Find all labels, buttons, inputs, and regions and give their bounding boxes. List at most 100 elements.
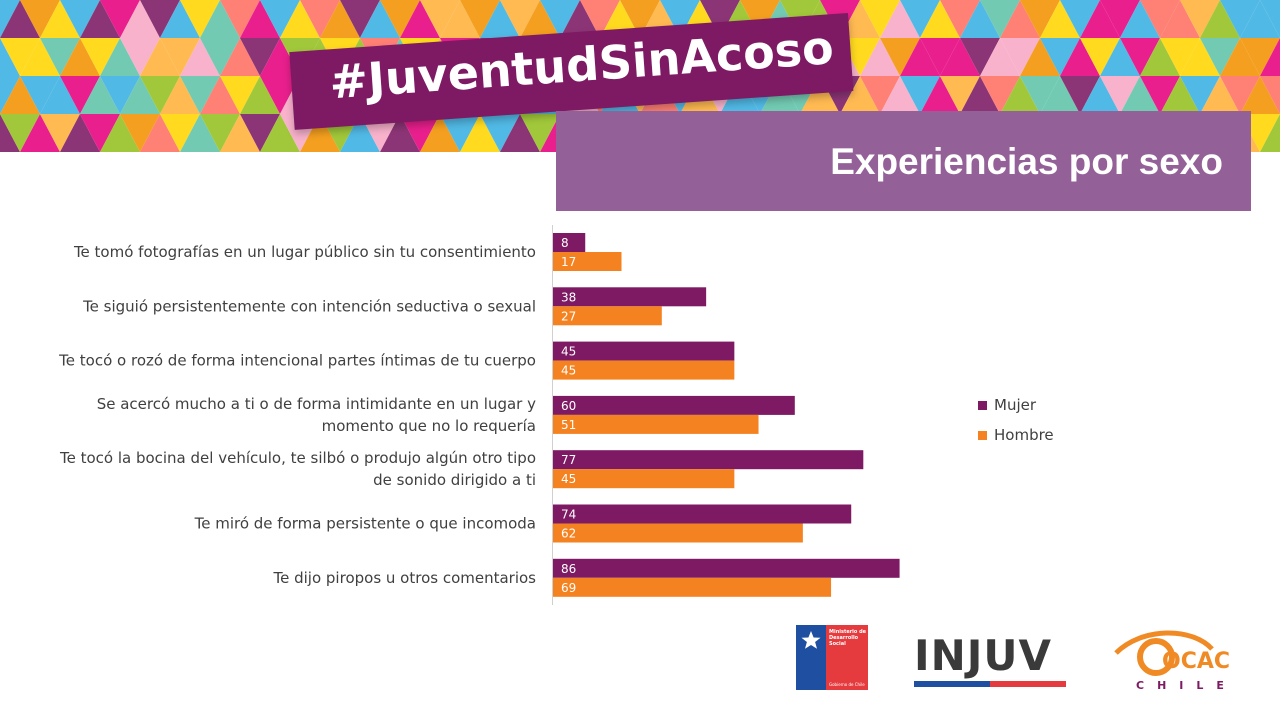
mosaic-triangle [1120, 0, 1160, 38]
bar-mujer [553, 233, 586, 252]
injuv-logo-text: INJUV [914, 631, 1053, 680]
star-icon [801, 631, 821, 649]
mosaic-triangle [40, 114, 80, 152]
mosaic-triangle [1100, 76, 1140, 114]
mosaic-triangle [180, 76, 220, 114]
mosaic-triangle [560, 0, 600, 38]
ocac-logo: OCAC CHILE [1112, 623, 1252, 693]
mosaic-triangle [120, 0, 160, 38]
data-label: 51 [561, 418, 576, 432]
mosaic-triangle [1180, 76, 1220, 114]
mosaic-triangle [20, 76, 60, 114]
mosaic-triangle [20, 0, 60, 38]
mosaic-triangle [1060, 38, 1100, 76]
mosaic-triangle [200, 76, 240, 114]
mosaic-triangle [920, 38, 960, 76]
data-label: 45 [561, 364, 576, 378]
bar-hombre [553, 360, 735, 380]
mosaic-triangle [1080, 0, 1120, 38]
mosaic-triangle [1160, 38, 1200, 76]
bar-mujer [553, 504, 852, 524]
ministerio-logo-text: Ministerio de Desarrollo Social [829, 629, 867, 647]
mosaic-triangle [920, 76, 960, 114]
eye-icon [1114, 630, 1214, 676]
data-label: 45 [561, 345, 576, 359]
mosaic-triangle [260, 114, 300, 152]
mosaic-triangle [1060, 0, 1100, 38]
mosaic-triangle [1120, 76, 1160, 114]
mosaic-triangle [960, 76, 1000, 114]
mosaic-triangle [0, 114, 40, 152]
mosaic-triangle [160, 114, 200, 152]
mosaic-triangle [880, 38, 920, 76]
mosaic-triangle [240, 76, 280, 114]
mosaic-triangle [180, 38, 220, 76]
mosaic-triangle [160, 0, 200, 38]
bar-mujer [553, 395, 795, 415]
mosaic-triangle [1120, 38, 1160, 76]
mosaic-triangle [80, 0, 120, 38]
mosaic-triangle [440, 0, 480, 38]
mosaic-triangle [1260, 114, 1280, 152]
mosaic-triangle [1200, 0, 1240, 38]
mosaic-triangle [220, 76, 260, 114]
mosaic-triangle [40, 38, 80, 76]
mosaic-triangle [900, 0, 940, 38]
mosaic-triangle [1200, 38, 1240, 76]
data-label: 45 [561, 472, 576, 486]
mosaic-triangle [500, 0, 540, 38]
mosaic-triangle [940, 38, 980, 76]
mosaic-triangle [240, 38, 280, 76]
mosaic-triangle [460, 114, 500, 152]
mosaic-triangle [80, 114, 120, 152]
mosaic-triangle [480, 114, 520, 152]
mosaic-triangle [800, 76, 840, 114]
data-label: 17 [561, 255, 576, 269]
mosaic-triangle [160, 38, 200, 76]
mosaic-triangle [540, 0, 580, 38]
mosaic-triangle [160, 76, 200, 114]
bar-hombre [553, 306, 662, 326]
mosaic-triangle [440, 114, 480, 152]
mosaic-triangle [60, 0, 100, 38]
category-label: Se acercó mucho a ti o de forma intimida… [97, 395, 536, 413]
bar-hombre [553, 523, 803, 543]
mosaic-triangle [200, 0, 240, 38]
mosaic-triangle [340, 114, 380, 152]
mosaic-triangle [220, 38, 260, 76]
bar-hombre [553, 469, 735, 489]
mosaic-triangle [180, 114, 220, 152]
bar-hombre [553, 577, 832, 597]
mosaic-triangle [60, 38, 100, 76]
mosaic-triangle [20, 38, 60, 76]
mosaic-triangle [1220, 0, 1260, 38]
mosaic-triangle [860, 76, 900, 114]
mosaic-triangle [140, 0, 180, 38]
bar-hombre [553, 414, 759, 434]
mosaic-triangle [480, 0, 520, 38]
mosaic-triangle [380, 114, 420, 152]
data-label: 8 [561, 236, 569, 250]
mosaic-triangle [840, 76, 880, 114]
mosaic-triangle [0, 38, 40, 76]
mosaic-triangle [1260, 76, 1280, 114]
mosaic-triangle [240, 114, 280, 152]
logo-footer: Ministerio de Desarrollo Social Gobierno… [0, 615, 1280, 715]
mosaic-triangle [1160, 0, 1200, 38]
mosaic-triangle [1260, 0, 1280, 38]
mosaic-triangle [840, 0, 880, 38]
mosaic-triangle [200, 114, 240, 152]
mosaic-triangle [1140, 0, 1180, 38]
mosaic-triangle [40, 76, 80, 114]
mosaic-triangle [280, 0, 320, 38]
data-label: 62 [561, 527, 576, 541]
data-label: 86 [561, 562, 576, 576]
mosaic-triangle [880, 0, 920, 38]
mosaic-triangle [120, 114, 160, 152]
mosaic-triangle [1180, 38, 1220, 76]
mosaic-triangle [620, 0, 660, 38]
mosaic-triangle [1080, 76, 1120, 114]
category-label: Te tomó fotografías en un lugar público … [73, 243, 536, 261]
category-label: Te tocó o rozó de forma intencional part… [58, 352, 536, 370]
mosaic-triangle [140, 38, 180, 76]
